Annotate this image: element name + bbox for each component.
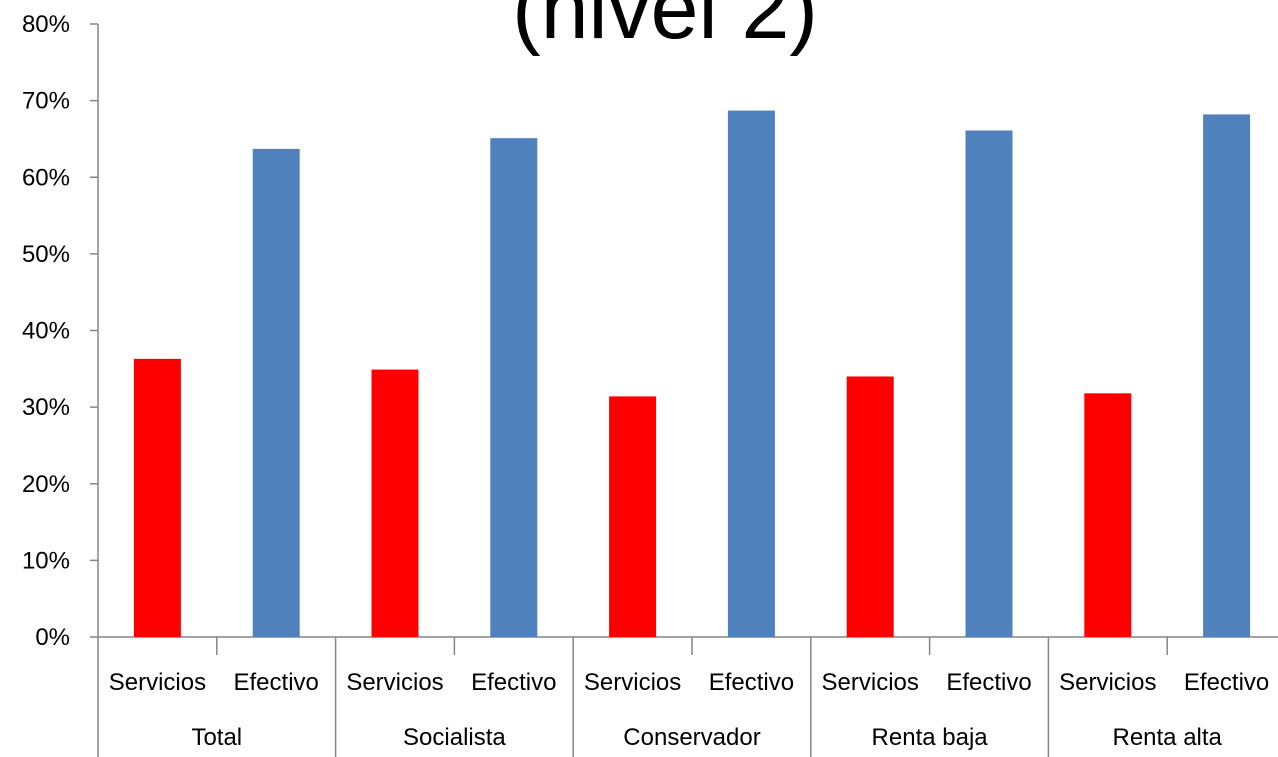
x-subcategory-label: Servicios [822, 669, 919, 696]
x-subcategory-label: Servicios [346, 669, 443, 696]
bar-total-efectivo [252, 148, 300, 637]
x-group-label: Conservador [623, 724, 760, 751]
x-group-label: Renta alta [1112, 724, 1222, 751]
y-tick-label: 10% [22, 547, 70, 574]
bar-renta-baja-servicios [846, 376, 894, 637]
y-tick-label: 30% [22, 394, 70, 421]
y-tick-label: 50% [22, 241, 70, 268]
x-subcategory-label: Efectivo [946, 669, 1031, 696]
bar-renta-baja-efectivo [965, 130, 1013, 638]
axis-labels: 0% 10% 20% 30% 40% 50% 60% 70% 80% Servicios Efect… [22, 11, 1269, 751]
chart-title: (nivel 2) [512, 0, 818, 57]
x-subcategory-label: Efectivo [234, 669, 319, 696]
bar-renta-alta-servicios [1084, 393, 1132, 637]
x-subcategory-label: Servicios [109, 669, 206, 696]
bars [133, 110, 1251, 638]
x-subcategory-label: Efectivo [1184, 669, 1269, 696]
bar-renta-alta-efectivo [1203, 114, 1251, 638]
y-tick-label: 60% [22, 164, 70, 191]
x-subcategory-label: Efectivo [471, 669, 556, 696]
y-tick-label: 40% [22, 318, 70, 345]
x-subcategory-label: Servicios [584, 669, 681, 696]
x-group-label: Socialista [403, 724, 506, 751]
x-group-label: Total [191, 724, 242, 751]
y-tick-label: 0% [35, 624, 70, 651]
bar-socialista-efectivo [490, 138, 538, 637]
bar-total-servicios [133, 358, 181, 637]
y-tick-label: 20% [22, 471, 70, 498]
y-tick-label: 70% [22, 88, 70, 115]
bar-socialista-servicios [371, 369, 419, 637]
y-tick-label: 80% [22, 11, 70, 38]
x-subcategory-label: Efectivo [709, 669, 794, 696]
x-group-label: Renta baja [872, 724, 989, 751]
x-subcategory-label: Servicios [1059, 669, 1156, 696]
bar-conservador-efectivo [727, 110, 775, 638]
bar-conservador-servicios [609, 396, 657, 637]
